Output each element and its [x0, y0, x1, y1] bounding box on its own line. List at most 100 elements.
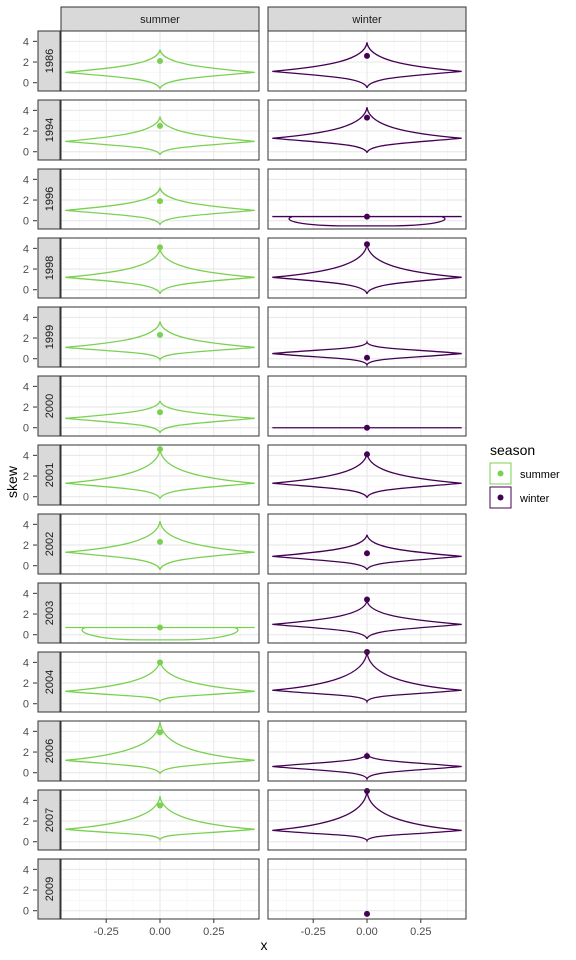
row-strip-1998: [37, 237, 61, 299]
row-strip-label-2003: 2003: [44, 601, 56, 625]
row-strip-1986: [37, 30, 61, 92]
y-tick-label: 0: [23, 630, 29, 642]
y-tick-label: 4: [23, 726, 29, 738]
point-winter-1996: [364, 213, 370, 220]
x-axis-title: x: [261, 937, 268, 953]
violin-winter-2007: [272, 790, 462, 843]
row-strip-label-2007: 2007: [44, 808, 56, 832]
point-winter-2007: [364, 788, 370, 795]
violin-winter-2002: [272, 534, 462, 571]
row-strip-label-2004: 2004: [44, 670, 56, 694]
violin-summer-1994: [65, 116, 255, 156]
violin-summer-2007: [65, 796, 255, 842]
panel-border: [267, 582, 467, 644]
y-tick-label: 2: [23, 816, 29, 828]
legend-entries: summer winter: [489, 462, 560, 509]
violin-winter-1998: [272, 244, 462, 295]
y-tick-label: 2: [23, 402, 29, 414]
panel-border: [60, 375, 260, 437]
violin-summer-2001: [65, 449, 255, 500]
x-tick-label: 0.00: [356, 926, 377, 938]
legend-title: season: [490, 442, 535, 458]
violin-summer-2000: [65, 400, 255, 434]
violin-summer-2006: [65, 721, 255, 775]
panel-border: [60, 237, 260, 299]
panel-border: [267, 444, 467, 506]
violin-summer-1999: [65, 321, 255, 363]
y-tick-label: 2: [23, 195, 29, 207]
x-tick-label: 0.00: [149, 926, 170, 938]
y-tick-label: 2: [23, 126, 29, 138]
column-strip-label-summer: summer: [140, 14, 180, 26]
legend-point-winter: [497, 494, 504, 501]
y-tick-label: 4: [23, 312, 29, 324]
panel-border: [60, 99, 260, 161]
row-strip-label-1994: 1994: [44, 118, 56, 142]
row-strip-2006: [37, 720, 61, 782]
y-tick-label: 0: [23, 216, 29, 228]
point-summer-2004: [157, 659, 163, 666]
legend-point-summer: [497, 470, 504, 477]
y-tick-label: 0: [23, 423, 29, 435]
y-tick-label: 4: [23, 36, 29, 48]
panel-border: [60, 306, 260, 368]
point-summer-2003: [157, 624, 163, 631]
y-tick-label: 4: [23, 243, 29, 255]
panel-border: [267, 720, 467, 782]
point-winter-2000: [364, 424, 370, 431]
y-tick-label: 4: [23, 519, 29, 531]
panel-border: [267, 237, 467, 299]
y-tick-label: 0: [23, 561, 29, 573]
y-tick-label: 0: [23, 906, 29, 918]
row-strip-1996: [37, 168, 61, 230]
legend: season summer winter: [489, 442, 560, 509]
panel-border: [60, 30, 260, 92]
point-winter-2009: [364, 910, 370, 917]
panel-border: [267, 651, 467, 713]
y-tick-label: 4: [23, 450, 29, 462]
y-tick-label: 2: [23, 333, 29, 345]
point-winter-2001: [364, 451, 370, 458]
violin-winter-2006: [272, 751, 462, 782]
panel-border: [60, 168, 260, 230]
point-winter-1986: [364, 52, 370, 59]
panel-border: [267, 99, 467, 161]
row-strip-2000: [37, 375, 61, 437]
panel-border: [60, 444, 260, 506]
row-strip-label-1999: 1999: [44, 325, 56, 349]
y-tick-label: 4: [23, 657, 29, 669]
row-strip-label-2006: 2006: [44, 739, 56, 763]
row-strip-label-2001: 2001: [44, 463, 56, 487]
y-tick-label: 4: [23, 795, 29, 807]
violin-summer-2002: [65, 521, 255, 571]
violin-winter-2001: [272, 453, 462, 499]
y-tick-label: 0: [23, 354, 29, 366]
y-tick-label: 4: [23, 588, 29, 600]
panels-layer: summer winter 1986 0 2 4 1994 0 2 4 1996 0 2 4 1998 0 2 4…: [23, 6, 467, 938]
violin-summer-2004: [65, 660, 255, 704]
point-summer-2006: [157, 729, 163, 736]
panel-border: [60, 720, 260, 782]
violin-summer-1996: [65, 187, 255, 226]
panel-border: [60, 582, 260, 644]
panel-border: [267, 30, 467, 92]
point-summer-2000: [157, 409, 163, 416]
y-tick-label: 2: [23, 264, 29, 276]
x-tick-label: -0.25: [94, 926, 119, 938]
row-strip-label-2000: 2000: [44, 394, 56, 418]
violin-winter-1994: [272, 107, 462, 154]
panel-border: [267, 513, 467, 575]
y-tick-label: 2: [23, 747, 29, 759]
point-summer-2002: [157, 538, 163, 545]
panel-border: [60, 651, 260, 713]
y-tick-label: 2: [23, 540, 29, 552]
y-tick-label: 2: [23, 885, 29, 897]
point-winter-1994: [364, 114, 370, 121]
point-winter-2002: [364, 550, 370, 557]
y-tick-label: 4: [23, 864, 29, 876]
column-strip-winter: [267, 6, 467, 32]
y-tick-label: 2: [23, 609, 29, 621]
y-axis-title: skew: [4, 465, 20, 498]
y-tick-label: 4: [23, 105, 29, 117]
